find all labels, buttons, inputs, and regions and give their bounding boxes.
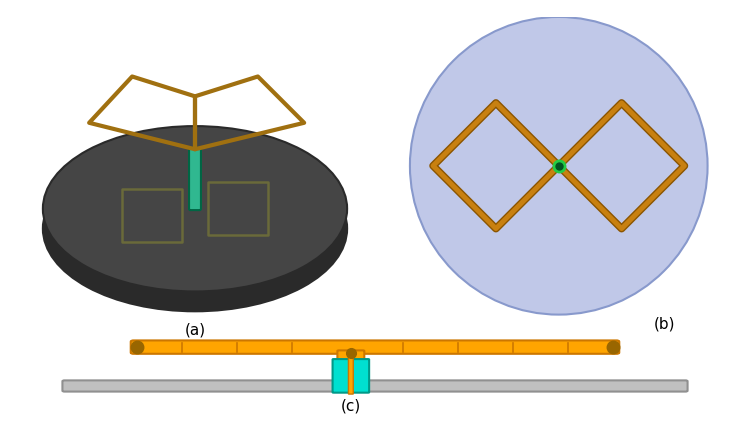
Text: (c): (c) — [340, 399, 361, 414]
FancyBboxPatch shape — [189, 148, 201, 210]
Ellipse shape — [43, 146, 347, 311]
FancyBboxPatch shape — [352, 359, 369, 393]
Ellipse shape — [43, 126, 347, 291]
FancyBboxPatch shape — [62, 380, 688, 392]
FancyBboxPatch shape — [130, 340, 620, 354]
Text: (a): (a) — [184, 323, 206, 338]
Text: (b): (b) — [654, 316, 675, 331]
Ellipse shape — [410, 17, 707, 315]
FancyBboxPatch shape — [338, 350, 364, 362]
FancyBboxPatch shape — [332, 359, 350, 393]
FancyBboxPatch shape — [349, 354, 353, 394]
